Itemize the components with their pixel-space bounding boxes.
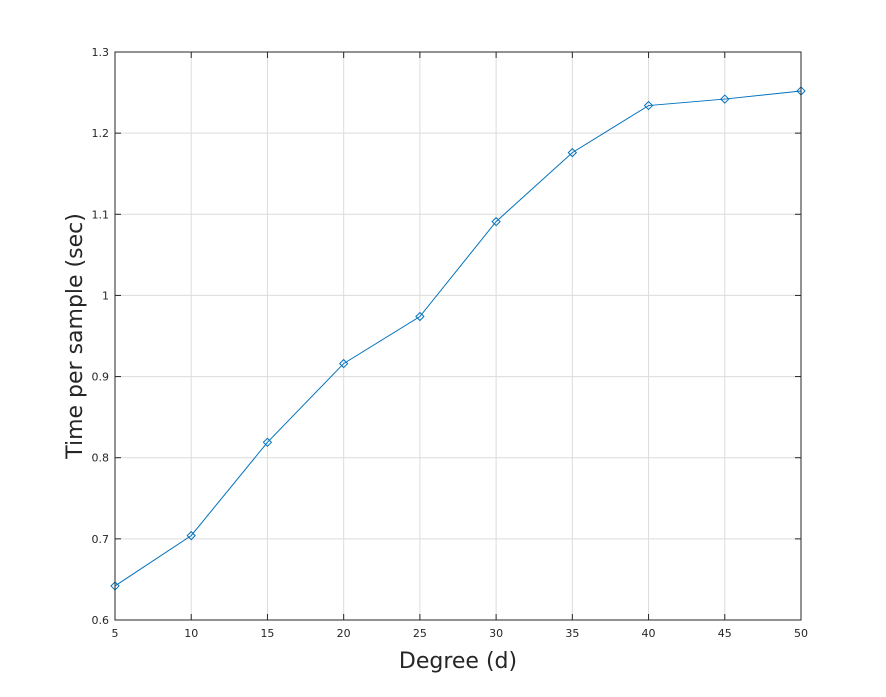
x-tick-label: 20 (337, 627, 351, 640)
series-line (114, 90, 802, 587)
y-tick-label: 0.9 (92, 371, 110, 384)
x-tick-label: 40 (642, 627, 656, 640)
data-point-marker (415, 311, 425, 322)
data-point-marker (186, 530, 196, 541)
y-tick-label: 1 (102, 289, 109, 302)
data-point-marker (720, 94, 730, 104)
x-tick-label: 15 (260, 627, 274, 640)
y-axis-label: Time per sample (sec) (63, 213, 88, 460)
data-point-marker (338, 358, 349, 369)
y-tick-label: 1.3 (92, 46, 110, 59)
y-tick-label: 0.7 (92, 533, 110, 546)
y-tick-label: 0.8 (92, 452, 110, 465)
data-point-marker (567, 147, 578, 158)
y-tick-label: 1.2 (92, 127, 110, 140)
x-tick-label: 25 (413, 627, 427, 640)
data-point-marker (643, 100, 654, 111)
x-axis-label: Degree (d) (399, 649, 517, 674)
y-tick-label: 1.1 (92, 208, 110, 221)
ticks: 5 10 15 20 25 30 35 40 45 50 0.6 0.7 0.8 0.9 1 1.1 1.2 1.… (92, 46, 809, 640)
x-tick-label: 30 (489, 627, 503, 640)
x-tick-label: 5 (112, 627, 119, 640)
y-tick-label: 0.6 (92, 614, 110, 627)
plot-frame (114, 51, 802, 621)
x-tick-label: 50 (794, 627, 808, 640)
x-tick-label: 45 (718, 627, 732, 640)
grid (115, 52, 801, 620)
data-point-marker (491, 216, 501, 227)
x-tick-label: 10 (184, 627, 198, 640)
x-tick-label: 35 (565, 627, 579, 640)
series-group (110, 86, 806, 591)
data-point-marker (262, 437, 273, 448)
